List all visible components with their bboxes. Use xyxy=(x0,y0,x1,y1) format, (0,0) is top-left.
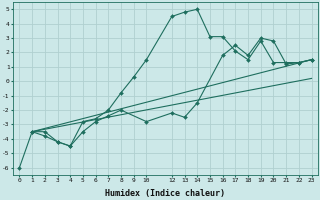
X-axis label: Humidex (Indice chaleur): Humidex (Indice chaleur) xyxy=(106,189,226,198)
